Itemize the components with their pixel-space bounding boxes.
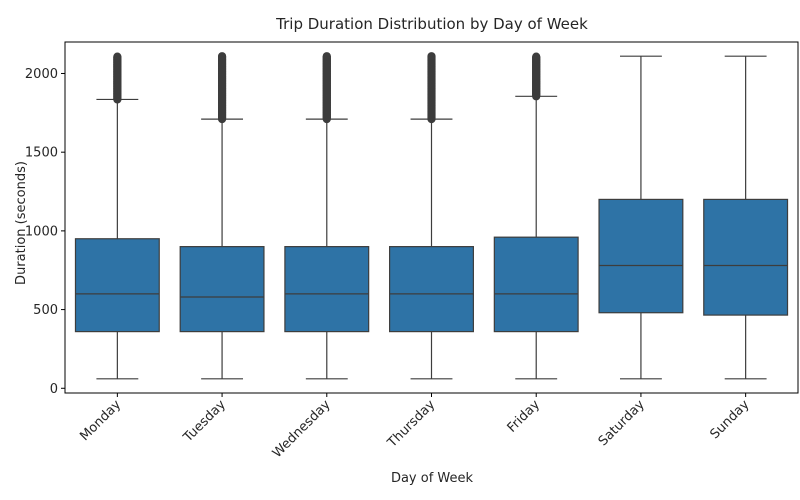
x-axis-title: Day of Week xyxy=(391,471,474,486)
box-sunday xyxy=(703,55,789,380)
iqr-box xyxy=(74,238,160,333)
y-axis-title: Duration (seconds) xyxy=(14,161,29,285)
x-tick-label: Wednesday xyxy=(270,397,334,461)
iqr-box xyxy=(179,246,265,333)
plot-area xyxy=(74,52,789,380)
outlier-point xyxy=(532,52,541,61)
y-tick-label: 1000 xyxy=(25,224,58,239)
outlier-point xyxy=(113,52,122,61)
x-tick-label: Friday xyxy=(505,397,544,436)
iqr-box xyxy=(703,198,789,316)
iqr-box xyxy=(493,236,579,333)
y-tick-label: 2000 xyxy=(25,67,58,82)
iqr-box xyxy=(284,246,370,333)
box-thursday xyxy=(389,52,474,380)
box-friday xyxy=(493,52,579,380)
outlier-points xyxy=(217,52,227,124)
box-saturday xyxy=(598,55,684,380)
iqr-box xyxy=(389,246,474,333)
x-tick-label: Tuesday xyxy=(180,397,229,446)
y-tick-label: 0 xyxy=(50,382,58,397)
x-tick-label: Thursday xyxy=(384,397,438,451)
iqr-box xyxy=(598,198,684,314)
box-tuesday xyxy=(179,52,265,380)
outlier-point xyxy=(322,52,331,61)
x-tick-label: Sunday xyxy=(707,397,752,442)
y-tick-label: 500 xyxy=(33,303,58,318)
y-tick-label: 1500 xyxy=(25,146,58,161)
outlier-points xyxy=(113,52,122,104)
outlier-points xyxy=(427,52,436,124)
outlier-points xyxy=(322,52,331,124)
x-tick-label: Monday xyxy=(77,397,124,444)
chart-title: Trip Duration Distribution by Day of Wee… xyxy=(275,15,588,33)
outlier-point xyxy=(217,52,227,61)
x-tick-label: Saturday xyxy=(596,397,648,449)
outlier-point xyxy=(427,52,436,61)
outlier-points xyxy=(532,52,541,101)
box-wednesday xyxy=(284,52,370,380)
box-monday xyxy=(74,52,160,380)
